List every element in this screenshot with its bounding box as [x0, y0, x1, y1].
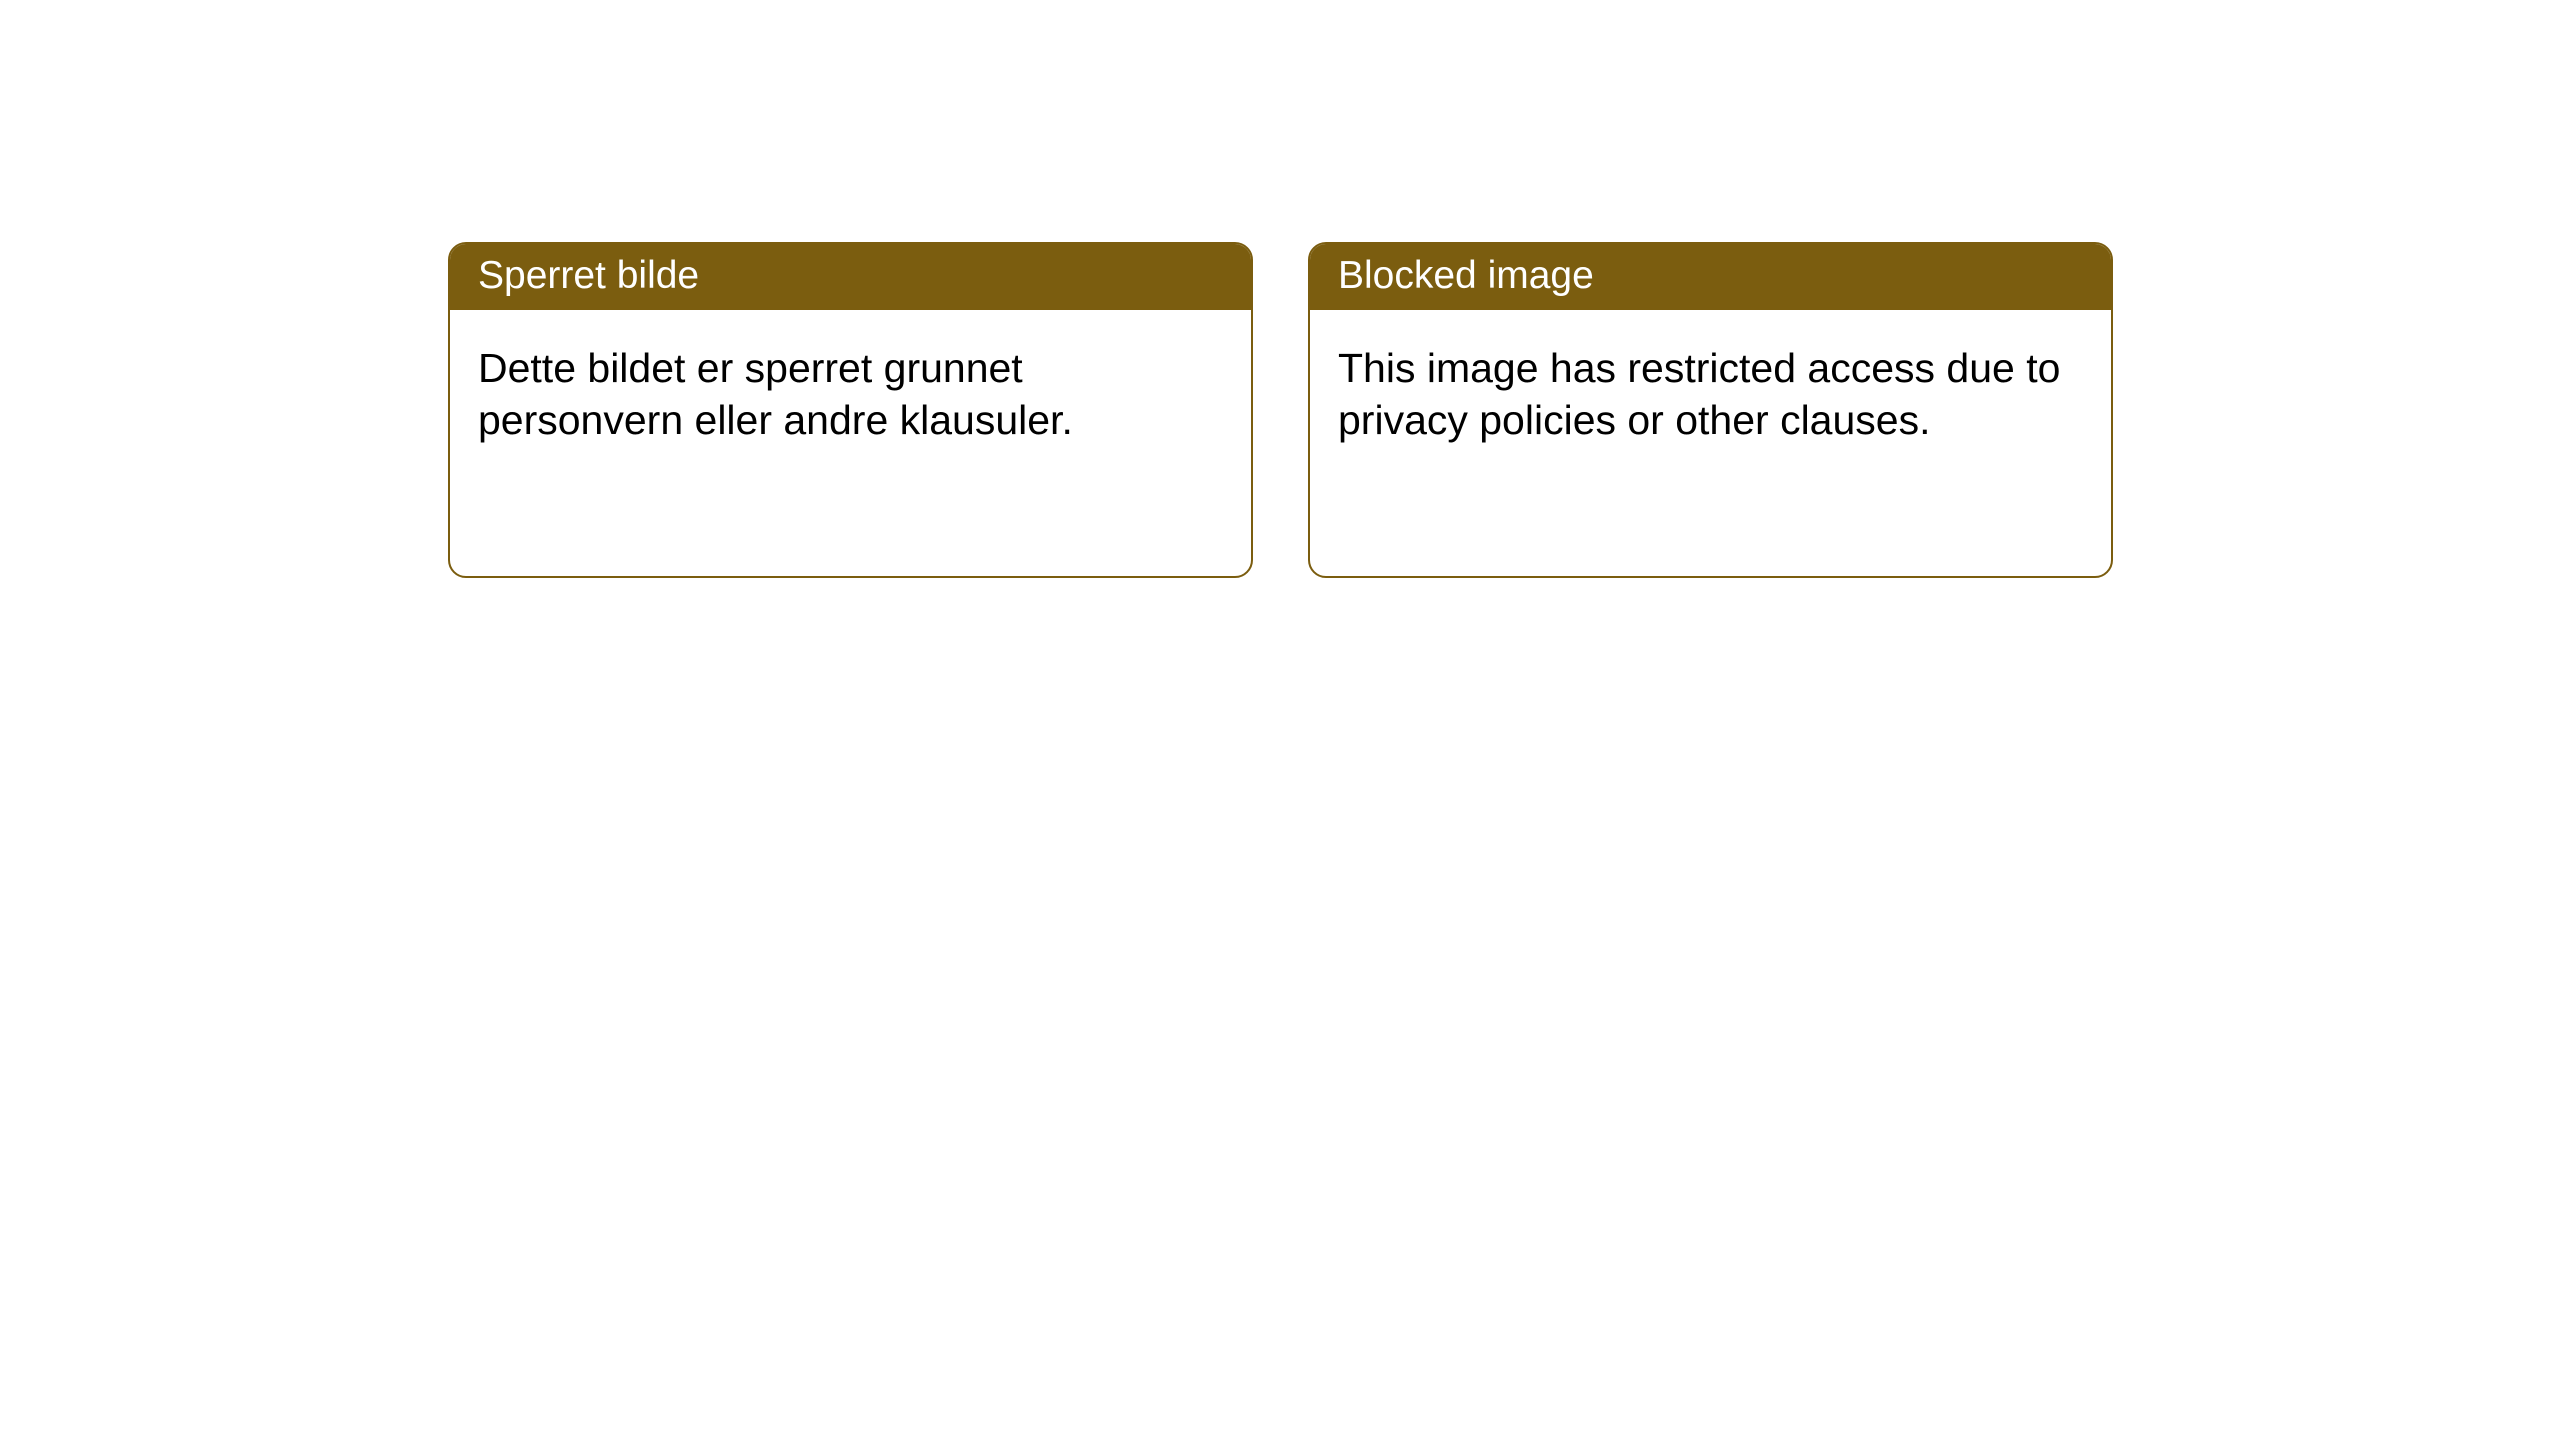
card-body-norwegian: Dette bildet er sperret grunnet personve…: [450, 310, 1251, 479]
card-header-english: Blocked image: [1310, 244, 2111, 310]
card-body-english: This image has restricted access due to …: [1310, 310, 2111, 479]
card-header-norwegian: Sperret bilde: [450, 244, 1251, 310]
notice-card-english: Blocked image This image has restricted …: [1308, 242, 2113, 578]
notice-container: Sperret bilde Dette bildet er sperret gr…: [0, 0, 2560, 578]
notice-card-norwegian: Sperret bilde Dette bildet er sperret gr…: [448, 242, 1253, 578]
